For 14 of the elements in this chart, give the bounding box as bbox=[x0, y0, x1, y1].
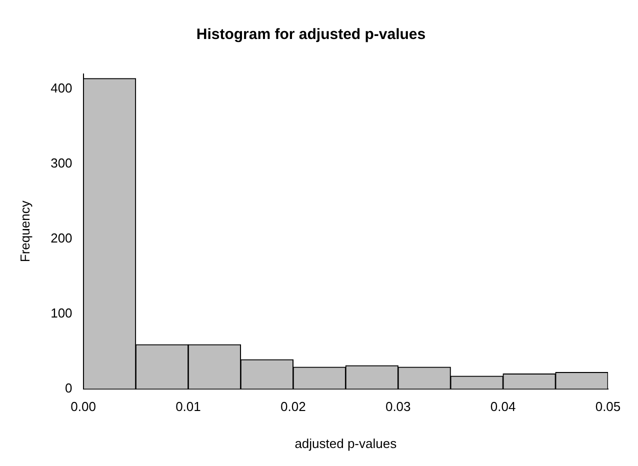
x-tick-label: 0.03 bbox=[385, 399, 411, 414]
y-tick-label: 0 bbox=[65, 380, 72, 396]
y-axis-title: Frequency bbox=[17, 200, 32, 262]
y-tick-label: 200 bbox=[50, 230, 72, 246]
chart-title: Histogram for adjusted p-values bbox=[196, 26, 426, 44]
x-tick-label: 0.04 bbox=[490, 399, 516, 414]
y-tick-label: 100 bbox=[50, 305, 72, 320]
y-tick-label: 400 bbox=[50, 80, 72, 96]
x-tick-label: 0.01 bbox=[176, 399, 201, 414]
x-tick-label: 0.02 bbox=[280, 399, 306, 414]
x-tick-label: 0.05 bbox=[595, 399, 621, 414]
x-axis-title: adjusted p-values bbox=[294, 436, 398, 451]
x-tick-label: 0.00 bbox=[70, 399, 96, 414]
y-tick-label: 300 bbox=[50, 156, 72, 171]
